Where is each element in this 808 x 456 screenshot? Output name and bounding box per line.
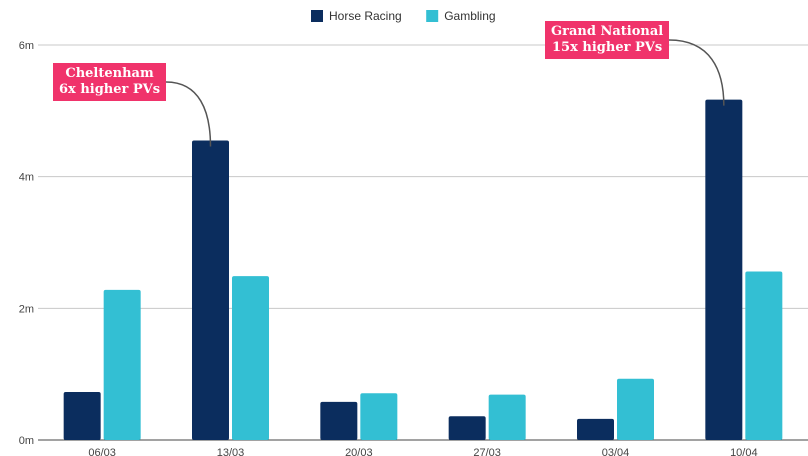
bar-gambling-27-03[interactable] — [488, 394, 526, 440]
legend[interactable]: Horse Racing Gambling — [311, 9, 496, 23]
bar-gambling-20-03[interactable] — [360, 393, 398, 440]
bar-gambling-03-04[interactable] — [617, 378, 654, 440]
x-axis-ticks: 06/03 13/03 20/03 27/03 03/04 10/04 — [88, 447, 757, 456]
y-tick-label: 0m — [19, 435, 34, 447]
bar-horse-racing-06-03[interactable] — [63, 391, 101, 440]
callout-leader-line — [668, 39, 725, 106]
callout-line-2: 6x higher PVs — [59, 82, 161, 97]
bar-horse-racing-20-03[interactable] — [320, 401, 358, 440]
callout-leader-line — [165, 81, 212, 147]
legend-swatch — [311, 10, 323, 22]
x-tick-label: 03/04 — [602, 447, 630, 456]
gridlines — [38, 44, 808, 441]
callout-leaders — [165, 39, 725, 147]
legend-swatch — [426, 10, 439, 22]
y-tick-label: 2m — [19, 303, 34, 315]
y-tick-label: 4m — [19, 172, 34, 184]
callout-line-2: 15x higher PVs — [552, 40, 663, 55]
bar-horse-racing-27-03[interactable] — [448, 416, 486, 440]
x-tick-label: 10/04 — [730, 447, 758, 456]
x-tick-label: 13/03 — [217, 447, 245, 456]
callout-cheltenham: Cheltenham 6x higher PVs — [53, 63, 167, 101]
bar-gambling-13-03[interactable] — [232, 276, 269, 440]
bar-horse-racing-03-04[interactable] — [577, 418, 614, 440]
y-axis-ticks: 0m 2m 4m 6m — [19, 40, 34, 447]
y-tick-label: 6m — [19, 40, 34, 52]
callout-grand-national: Grand National 15x higher PVs — [545, 21, 670, 59]
bar-horse-racing-13-03[interactable] — [192, 140, 229, 441]
bar-horse-racing-10-04[interactable] — [705, 99, 743, 441]
x-tick-label: 20/03 — [345, 447, 373, 456]
bar-gambling-06-03[interactable] — [103, 289, 141, 440]
legend-label[interactable]: Horse Racing — [329, 9, 402, 23]
callout-line-1: Grand National — [551, 24, 664, 39]
callout-line-1: Cheltenham — [65, 66, 154, 81]
x-tick-label: 27/03 — [473, 447, 501, 456]
legend-label[interactable]: Gambling — [444, 9, 495, 23]
bars — [63, 99, 783, 441]
x-tick-label: 06/03 — [88, 447, 116, 456]
bar-gambling-10-04[interactable] — [745, 271, 783, 440]
